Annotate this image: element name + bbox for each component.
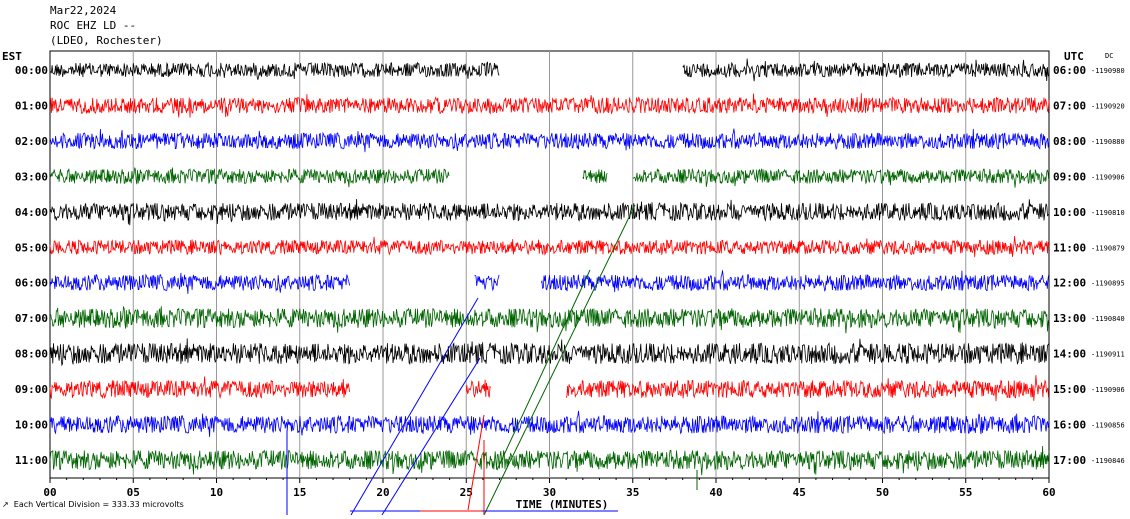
station-channel: ROC EHZ LD --: [50, 19, 137, 32]
waveform-trace: [465, 379, 492, 398]
waveform-trace: [682, 58, 1050, 82]
x-tick-label: 25: [460, 486, 473, 499]
row-dc-value: -1190895: [1091, 280, 1125, 288]
row-dc-value: -1190920: [1091, 102, 1125, 110]
row-label-est: 01:00: [15, 99, 48, 112]
waveform-trace: [540, 270, 1050, 293]
y-axis-label-left: EST: [2, 50, 22, 63]
row-label-est: 08:00: [15, 348, 48, 361]
row-label-utc: 11:00: [1053, 241, 1086, 254]
row-dc-value: -1190980: [1091, 67, 1125, 75]
row-label-utc: 16:00: [1053, 419, 1086, 432]
row-label-utc: 10:00: [1053, 206, 1086, 219]
row-dc-value: -1190840: [1091, 315, 1125, 323]
x-tick-label: 15: [293, 486, 306, 499]
footer-arrow-icon: ↗: [2, 500, 9, 509]
waveform-trace: [49, 167, 450, 188]
waveform-trace: [49, 376, 350, 400]
row-label-est: 07:00: [15, 312, 48, 325]
waveform-trace: [49, 306, 1050, 334]
x-tick-label: 20: [376, 486, 389, 499]
waveform-trace: [582, 169, 608, 184]
row-label-utc: 13:00: [1053, 312, 1086, 325]
row-label-est: 02:00: [15, 135, 48, 148]
x-tick-label: 60: [1042, 486, 1055, 499]
waveform-trace: [474, 274, 500, 292]
x-tick-label: 00: [43, 486, 56, 499]
row-label-utc: 12:00: [1053, 277, 1086, 290]
x-tick-label: 05: [127, 486, 140, 499]
row-dc-value: -1190846: [1091, 457, 1125, 465]
vertical-division-note: ↗ Each Vertical Division = 333.33 microv…: [2, 500, 184, 509]
station-network: (LDEO, Rochester): [50, 34, 163, 47]
row-dc-value: -1190911: [1091, 351, 1125, 359]
waveform-trace: [49, 445, 1050, 476]
row-label-utc: 09:00: [1053, 170, 1086, 183]
row-label-est: 06:00: [15, 277, 48, 290]
waveform-trace: [49, 410, 1050, 437]
row-label-est: 05:00: [15, 241, 48, 254]
diagonal-trace: [381, 357, 481, 516]
waveform-trace: [49, 272, 350, 294]
dc-label: DC: [1105, 52, 1113, 60]
waveform-trace: [49, 338, 1050, 367]
row-label-est: 03:00: [15, 170, 48, 183]
x-tick-label: 30: [543, 486, 556, 499]
diagonal-trace: [350, 297, 479, 516]
y-axis-label-right: UTC: [1064, 50, 1084, 63]
x-tick-label: 45: [793, 486, 806, 499]
station-date: Mar22,2024: [50, 4, 117, 17]
row-label-utc: 14:00: [1053, 348, 1086, 361]
row-dc-value: -1190879: [1091, 244, 1125, 252]
row-label-est: 00:00: [15, 64, 48, 77]
waveform-trace: [49, 93, 1050, 118]
row-label-est: 11:00: [15, 454, 48, 467]
x-tick-label: 40: [709, 486, 722, 499]
x-tick-label: 10: [210, 486, 223, 499]
x-axis-label: TIME (MINUTES): [516, 498, 609, 511]
waveform-trace: [632, 167, 1049, 188]
row-dc-value: -1190810: [1091, 209, 1125, 217]
x-tick-label: 35: [626, 486, 639, 499]
waveform-trace: [49, 128, 1050, 153]
row-label-est: 10:00: [15, 419, 48, 432]
row-label-est: 04:00: [15, 206, 48, 219]
x-tick-label: 55: [959, 486, 972, 499]
diagonal-trace: [496, 269, 591, 471]
waveform-trace: [49, 235, 1050, 258]
footer-note-text: Each Vertical Division = 333.33 microvol…: [13, 500, 184, 509]
diagonal-trace: [483, 204, 636, 516]
diagonal-trace: [467, 414, 485, 511]
waveform-trace: [49, 61, 500, 80]
waveform-trace: [565, 375, 1049, 402]
row-dc-value: -1190906: [1091, 386, 1125, 394]
x-tick-label: 50: [876, 486, 889, 499]
row-dc-value: -1190906: [1091, 173, 1125, 181]
row-label-utc: 07:00: [1053, 99, 1086, 112]
waveform-trace: [49, 198, 1050, 226]
row-label-est: 09:00: [15, 383, 48, 396]
row-label-utc: 15:00: [1053, 383, 1086, 396]
row-label-utc: 08:00: [1053, 135, 1086, 148]
row-dc-value: -1190880: [1091, 138, 1125, 146]
row-label-utc: 06:00: [1053, 64, 1086, 77]
row-dc-value: -1190856: [1091, 422, 1125, 430]
row-label-utc: 17:00: [1053, 454, 1086, 467]
